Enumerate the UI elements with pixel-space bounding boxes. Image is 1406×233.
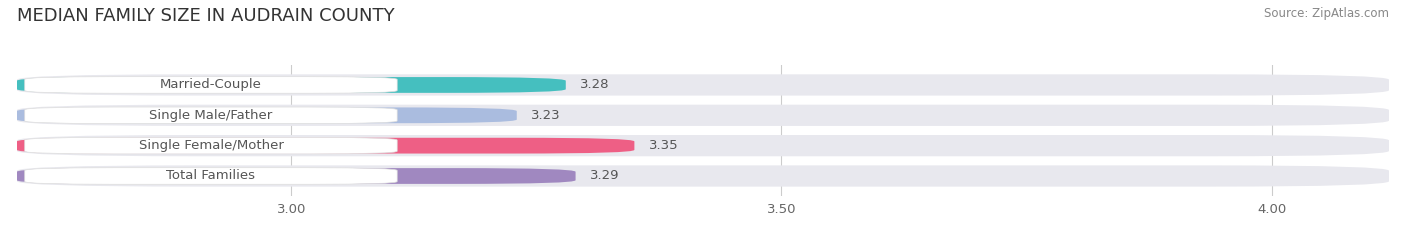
FancyBboxPatch shape [17, 168, 575, 184]
FancyBboxPatch shape [17, 107, 517, 123]
FancyBboxPatch shape [17, 74, 1389, 96]
FancyBboxPatch shape [17, 138, 634, 154]
FancyBboxPatch shape [17, 77, 565, 93]
Text: Total Families: Total Families [166, 169, 256, 182]
Text: MEDIAN FAMILY SIZE IN AUDRAIN COUNTY: MEDIAN FAMILY SIZE IN AUDRAIN COUNTY [17, 7, 395, 25]
FancyBboxPatch shape [17, 165, 1389, 187]
FancyBboxPatch shape [25, 168, 396, 184]
FancyBboxPatch shape [17, 105, 1389, 126]
FancyBboxPatch shape [25, 137, 396, 154]
Text: 3.28: 3.28 [581, 79, 610, 92]
Text: Single Female/Mother: Single Female/Mother [139, 139, 284, 152]
Text: 3.23: 3.23 [531, 109, 561, 122]
Text: 3.35: 3.35 [650, 139, 679, 152]
Text: Married-Couple: Married-Couple [160, 79, 262, 92]
FancyBboxPatch shape [25, 107, 396, 123]
Text: Source: ZipAtlas.com: Source: ZipAtlas.com [1264, 7, 1389, 20]
FancyBboxPatch shape [17, 135, 1389, 156]
Text: Single Male/Father: Single Male/Father [149, 109, 273, 122]
FancyBboxPatch shape [25, 77, 396, 93]
Text: 3.29: 3.29 [591, 169, 620, 182]
